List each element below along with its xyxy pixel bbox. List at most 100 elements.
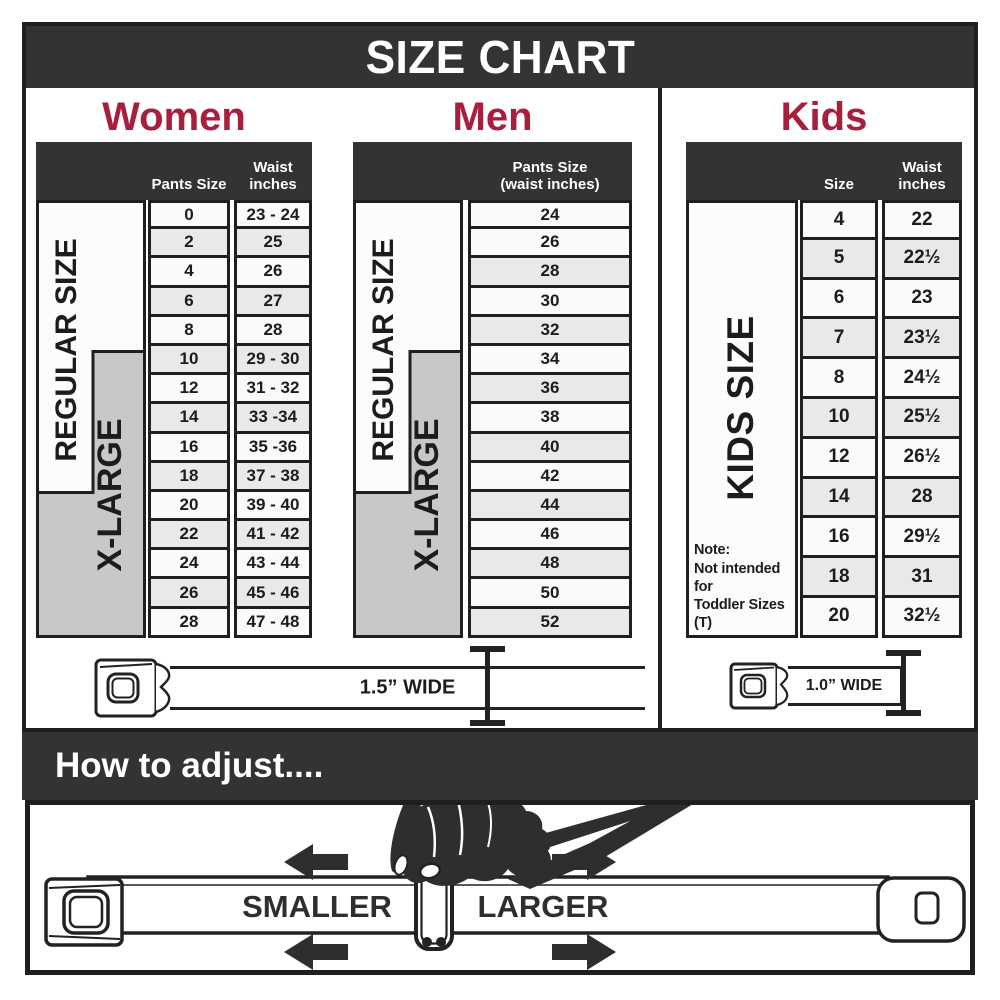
table-row: 10 29 - 30 [148, 345, 312, 376]
table-cell: 29 - 30 [234, 345, 312, 376]
kids-belt-strap: 1.0” WIDE [788, 666, 903, 706]
kids-note: Note: Not intended for Toddler Sizes (T) [694, 542, 785, 631]
table-row: 38 [468, 404, 632, 434]
table-cell: 25 [234, 229, 312, 259]
table-row: 2 25 [148, 229, 312, 259]
women-heading: Women [102, 94, 246, 139]
table-row: 44 [468, 491, 632, 522]
table-cell: 4 [800, 200, 878, 240]
women-pants-size-header: Pants Size [151, 175, 227, 193]
seatbelt-buckle-icon [94, 658, 171, 718]
table-row: 26 [468, 229, 632, 259]
table-row: 12 26½ [800, 438, 962, 479]
table-cell: 37 - 38 [234, 462, 312, 492]
table-cell: 27 [234, 287, 312, 317]
arrow-right-icon [552, 844, 616, 880]
table-cell: 16 [148, 433, 230, 463]
table-cell: 24½ [882, 359, 962, 399]
table-row: 40 [468, 433, 632, 463]
table-row: 8 24½ [800, 359, 962, 399]
table-cell: 32 [468, 316, 632, 346]
men-size-range-labels: REGULAR SIZE X-LARGE [353, 200, 463, 638]
table-row: 46 [468, 521, 632, 551]
belt-adjust-illustration: SMALLER LARGER [44, 805, 966, 970]
belt-tip [876, 876, 966, 943]
seatbelt-buckle-icon [44, 877, 124, 947]
table-row: 24 [468, 200, 632, 230]
table-cell: 6 [148, 287, 230, 317]
table-row: 7 23½ [800, 319, 962, 360]
table-cell: 38 [468, 404, 632, 434]
kids-waist-header: Waist inches [898, 158, 946, 193]
table-cell: 32½ [882, 597, 962, 638]
table-row: 24 43 - 44 [148, 550, 312, 580]
women-size-table: 0 23 - 24 2 25 4 26 6 27 8 28 10 29 - 30 12 31 - 32 14… [148, 200, 312, 638]
table-row: 5 22½ [800, 239, 962, 280]
women-waist-header: Waist inches [249, 158, 297, 193]
panel-divider [658, 88, 662, 732]
table-cell: 43 - 44 [234, 550, 312, 580]
adult-belt-strap: 1.5” WIDE [170, 666, 645, 710]
table-cell: 47 - 48 [234, 608, 312, 638]
table-cell: 46 [468, 521, 632, 551]
table-cell: 35 -36 [234, 433, 312, 463]
table-row: 26 45 - 46 [148, 579, 312, 609]
table-row: 22 41 - 42 [148, 521, 312, 551]
table-cell: 8 [148, 316, 230, 346]
header-spacer [686, 142, 800, 200]
table-cell: 23 [882, 279, 962, 320]
table-row: 28 47 - 48 [148, 608, 312, 638]
table-cell: 31 - 32 [234, 375, 312, 405]
table-cell: 28 [148, 608, 230, 638]
women-size-range-labels: REGULAR SIZE X-LARGE [36, 200, 146, 638]
table-row: 30 [468, 287, 632, 317]
table-cell: 44 [468, 491, 632, 522]
seatbelt-buckle-icon [729, 662, 789, 710]
table-cell: 4 [148, 258, 230, 288]
table-cell: 6 [800, 279, 878, 320]
kids-size-range-label-box: KIDS SIZE Note: Not intended for Toddler… [686, 200, 798, 638]
table-cell: 41 - 42 [234, 521, 312, 551]
women-table-header: Pants Size Waist inches [36, 142, 312, 200]
kids-size-table: 4 22 5 22½ 6 23 7 23½ 8 24½ 10 25½ 12 26½ 14 28 16 29½ 18 3… [800, 200, 962, 638]
table-row: 50 [468, 579, 632, 609]
table-row: 18 37 - 38 [148, 462, 312, 492]
kids-size-header: Size [823, 175, 854, 193]
kids-table-header: Size Waist inches [686, 142, 962, 200]
chart-frame [22, 22, 978, 732]
table-cell: 23½ [882, 319, 962, 360]
table-row: 34 [468, 345, 632, 376]
arrow-left-icon [284, 934, 348, 970]
table-row: 20 32½ [800, 597, 962, 638]
table-row: 4 26 [148, 258, 312, 288]
table-cell: 52 [468, 608, 632, 638]
men-xlarge-label: X-LARGE [408, 419, 446, 572]
table-cell: 24 [468, 200, 632, 230]
arrow-left-icon [284, 844, 348, 880]
table-cell: 25½ [882, 398, 962, 439]
adult-belt-width-label: 1.5” WIDE [359, 676, 456, 699]
table-cell: 48 [468, 550, 632, 580]
title-bar: SIZE CHART [26, 26, 974, 88]
table-row: 42 [468, 462, 632, 492]
men-table-header: Pants Size (waist inches) [353, 142, 632, 200]
table-cell: 8 [800, 359, 878, 399]
table-cell: 18 [148, 462, 230, 492]
table-row: 14 33 -34 [148, 404, 312, 434]
women-xlarge-label: X-LARGE [91, 419, 129, 572]
table-row: 20 39 - 40 [148, 491, 312, 522]
men-regular-size-label: REGULAR SIZE [367, 238, 400, 461]
table-row: 36 [468, 375, 632, 405]
men-pants-size-header: Pants Size (waist inches) [500, 158, 600, 193]
table-row: 16 35 -36 [148, 433, 312, 463]
table-cell: 39 - 40 [234, 491, 312, 522]
table-cell: 26 [468, 229, 632, 259]
table-cell: 10 [800, 398, 878, 439]
table-cell: 22½ [882, 239, 962, 280]
table-cell: 34 [468, 345, 632, 376]
table-cell: 24 [148, 550, 230, 580]
table-cell: 26 [234, 258, 312, 288]
table-cell: 0 [148, 200, 230, 230]
table-cell: 14 [148, 404, 230, 434]
kids-heading: Kids [780, 94, 868, 139]
